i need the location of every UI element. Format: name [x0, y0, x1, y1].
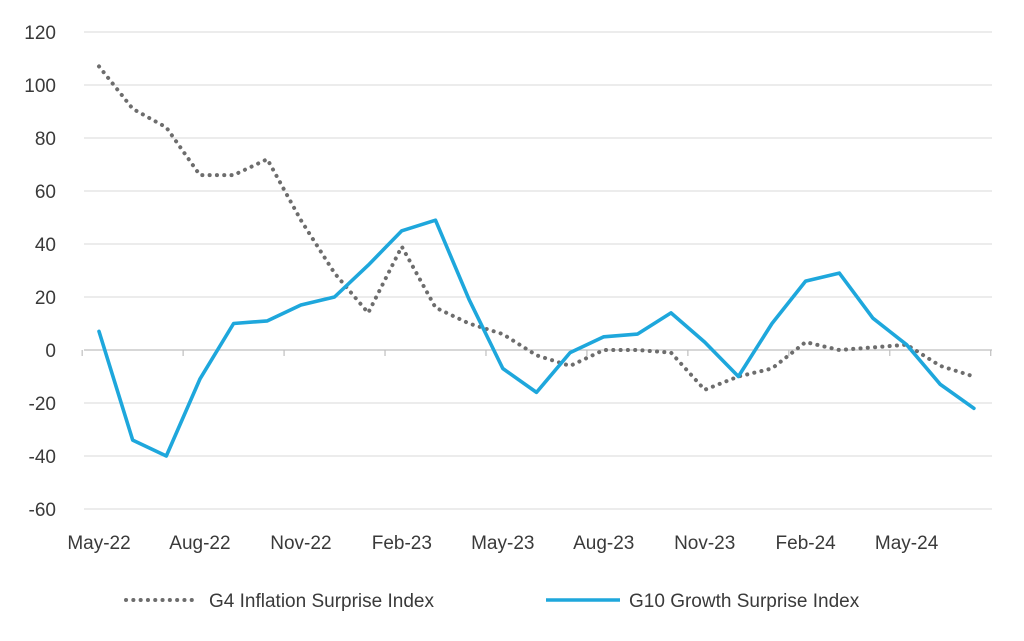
legend-label: G4 Inflation Surprise Index	[209, 591, 434, 612]
y-tick-label: 20	[35, 288, 56, 309]
inflation-series-line	[97, 64, 976, 392]
y-tick-label: 60	[35, 182, 56, 203]
x-tick-label: May-22	[67, 533, 130, 554]
y-tick-label: 100	[24, 76, 56, 97]
x-tick-label: Feb-23	[372, 533, 432, 554]
x-tick-label: Feb-24	[776, 533, 837, 554]
y-tick-label: -20	[29, 394, 56, 415]
x-tick-label: May-23	[471, 533, 534, 554]
series-lines	[97, 64, 976, 458]
x-tick-label: Aug-23	[573, 533, 634, 554]
y-tick-label: 0	[45, 341, 56, 362]
y-tick-label: 40	[35, 235, 56, 256]
axes: 120 100 80 60 40 20 0 -20 -40 -60 May-22 Aug-22 Nov-…	[24, 23, 992, 554]
legend: G4 Inflation Surprise Index G10 Growth Su…	[124, 591, 860, 612]
y-tick-label: -60	[29, 500, 56, 521]
x-tick-label: Nov-23	[674, 533, 735, 554]
y-tick-label: -40	[29, 447, 56, 468]
x-tick-label: Aug-22	[169, 533, 230, 554]
grid-lines	[84, 31, 992, 510]
growth-series-line	[97, 218, 976, 458]
y-tick-label: 120	[24, 23, 56, 44]
x-tick-label: Nov-22	[270, 533, 331, 554]
legend-label: G10 Growth Surprise Index	[629, 591, 860, 612]
y-tick-label: 80	[35, 129, 56, 150]
x-tick-label: May-24	[875, 533, 939, 554]
